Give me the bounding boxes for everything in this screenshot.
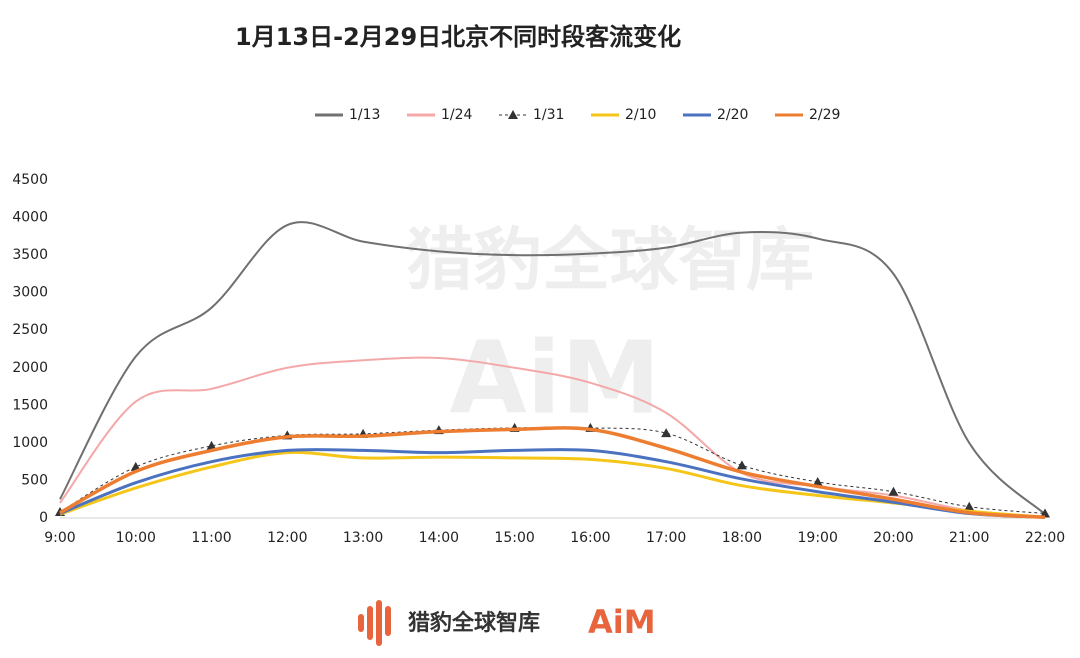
chart-title: 1月13日-2月29日北京不同时段客流变化 xyxy=(235,23,681,51)
legend-label: 1/13 xyxy=(349,107,380,123)
series-line xyxy=(59,426,1046,519)
legend-marker xyxy=(508,110,518,119)
legend-label: 2/10 xyxy=(625,107,656,123)
marker xyxy=(1040,508,1050,518)
x-tick-label: 14:00 xyxy=(419,530,459,546)
y-tick-label: 1500 xyxy=(12,397,48,413)
marker xyxy=(888,486,899,496)
series-line xyxy=(59,447,1046,519)
x-tick-label: 16:00 xyxy=(570,530,610,546)
marker xyxy=(661,428,672,438)
x-tick-label: 22:00 xyxy=(1025,530,1065,546)
series-line xyxy=(59,221,1046,515)
x-tick-label: 17:00 xyxy=(646,530,686,546)
legend-label: 1/31 xyxy=(533,107,564,123)
legend-label: 2/29 xyxy=(809,107,840,123)
x-tick-label: 21:00 xyxy=(949,530,989,546)
x-tick-label: 10:00 xyxy=(116,530,156,546)
y-tick-label: 4000 xyxy=(12,210,48,226)
marker xyxy=(206,440,217,450)
x-tick-label: 19:00 xyxy=(798,530,838,546)
x-tick-label: 20:00 xyxy=(873,530,913,546)
y-tick-label: 2500 xyxy=(12,322,48,338)
x-tick-label: 11:00 xyxy=(191,530,231,546)
marker xyxy=(736,460,747,470)
legend-label: 2/20 xyxy=(717,107,748,123)
y-tick-label: 0 xyxy=(39,510,48,526)
x-tick-label: 9:00 xyxy=(44,530,75,546)
legend-label: 1/24 xyxy=(441,107,473,123)
footer-brand: 猎豹全球智库 xyxy=(408,610,540,636)
footer-icon xyxy=(358,600,391,646)
x-tick-label: 12:00 xyxy=(267,530,307,546)
series-line xyxy=(59,356,1046,518)
watermark-logo: AiM xyxy=(449,319,660,436)
watermark: 猎豹全球智库 xyxy=(406,222,814,301)
footer-logo: AiM xyxy=(588,603,656,641)
x-tick-label: 13:00 xyxy=(343,530,383,546)
y-tick-label: 2000 xyxy=(12,360,48,376)
y-tick-label: 1000 xyxy=(12,435,48,451)
y-tick-label: 4500 xyxy=(12,172,48,188)
y-tick-label: 500 xyxy=(21,472,48,488)
x-tick-label: 18:00 xyxy=(722,530,762,546)
marker xyxy=(964,501,975,511)
y-tick-label: 3000 xyxy=(12,285,48,301)
x-tick-label: 15:00 xyxy=(494,530,534,546)
y-tick-label: 3500 xyxy=(12,247,48,263)
marker xyxy=(812,476,823,486)
